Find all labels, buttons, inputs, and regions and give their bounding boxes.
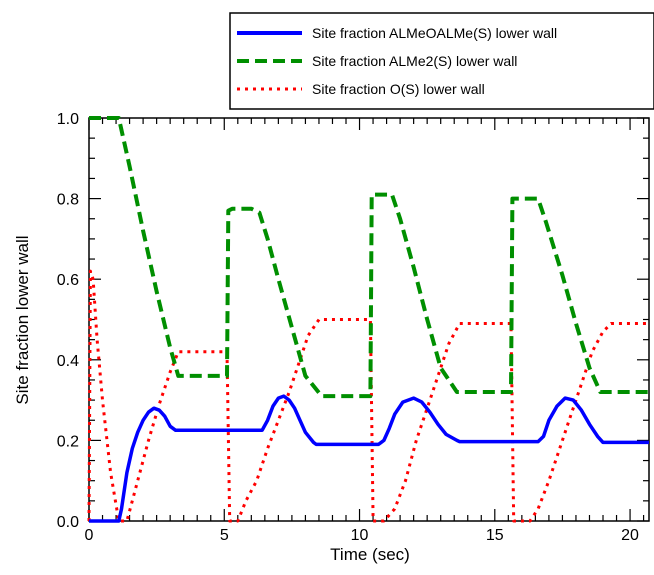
x-axis-ticks: 0 5 10 15 20 xyxy=(85,118,645,544)
series-layer xyxy=(87,116,649,523)
legend: Site fraction ALMeOALMe(S) lower wall Si… xyxy=(229,12,654,110)
y-tick-label: 1.0 xyxy=(57,111,79,128)
legend-label-almeoalme: Site fraction ALMeOALMe(S) lower wall xyxy=(312,25,557,41)
y-tick-label: 0.8 xyxy=(57,192,79,209)
x-tick-label: 15 xyxy=(486,527,504,544)
series-line-o xyxy=(87,269,649,523)
y-tick-label: 0.4 xyxy=(57,353,79,370)
x-tick-label: 10 xyxy=(351,527,369,544)
plot-frame xyxy=(88,117,650,522)
x-tick-label: 20 xyxy=(621,527,639,544)
y-tick-label: 0.6 xyxy=(57,272,79,289)
series-line-almeoalme xyxy=(89,394,649,523)
x-tick-label: 0 xyxy=(85,527,94,544)
y-tick-label: 0.0 xyxy=(57,514,79,531)
legend-label-o: Site fraction O(S) lower wall xyxy=(312,81,485,97)
y-tick-label: 0.2 xyxy=(57,433,79,450)
x-axis-label: Time (sec) xyxy=(330,545,410,564)
legend-label-alme2: Site fraction ALMe2(S) lower wall xyxy=(312,53,517,69)
y-axis-label: Site fraction lower wall xyxy=(13,235,32,404)
y-axis-ticks: 0.0 0.2 0.4 0.6 0.8 1.0 xyxy=(57,111,649,531)
series-line-alme2 xyxy=(88,116,649,399)
x-tick-label: 5 xyxy=(220,527,229,544)
